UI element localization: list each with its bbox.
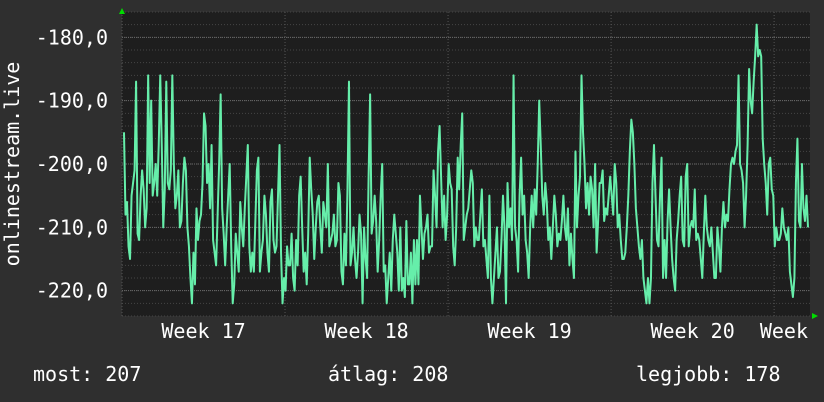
stat-average: átlag: 208 xyxy=(328,362,449,386)
x-tick-label: Week 20 xyxy=(650,319,734,343)
y-tick-label: -180,0 xyxy=(36,25,108,49)
x-tick-label: Week 18 xyxy=(324,319,408,343)
x-tick-label: Week xyxy=(760,319,808,343)
x-tick-labels: Week 17 Week 18 Week 19 Week 20 Week xyxy=(161,319,808,343)
series-line xyxy=(123,23,809,305)
x-axis-arrow-marker xyxy=(812,313,818,319)
x-tick-label: Week 19 xyxy=(487,319,571,343)
y-tick-labels: -180,0 -190,0 -200,0 -210,0 -220,0 xyxy=(36,25,108,302)
y-axis-label: onlinestream.live xyxy=(0,62,24,267)
y-tick-label: -200,0 xyxy=(36,152,108,176)
y-axis-arrow-marker xyxy=(119,8,125,14)
stat-best: legjobb: 178 xyxy=(636,362,781,386)
x-tick-label: Week 17 xyxy=(161,319,245,343)
y-tick-label: -210,0 xyxy=(36,215,108,239)
y-tick-label: -190,0 xyxy=(36,89,108,113)
stat-current: most: 207 xyxy=(33,362,142,386)
y-tick-label: -220,0 xyxy=(36,279,108,303)
